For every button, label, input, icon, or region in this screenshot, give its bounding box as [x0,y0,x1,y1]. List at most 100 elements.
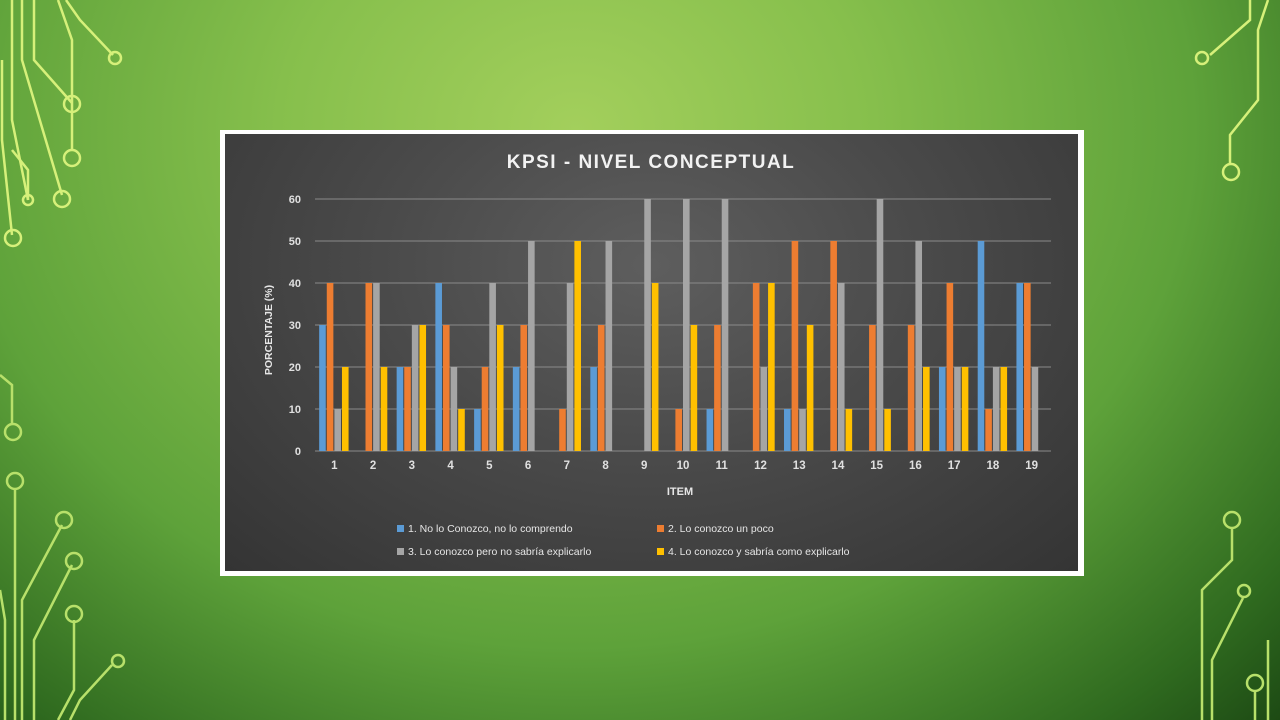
x-tick-label: 16 [909,460,922,472]
bar [1016,283,1024,451]
circuit-lines-top-left [0,0,123,248]
y-tick-label: 20 [289,362,301,374]
bar [714,325,721,451]
bar [946,283,954,451]
x-tick-label: 3 [409,460,415,472]
bar [450,367,458,451]
bar [869,325,876,451]
bars [319,199,1046,452]
bar [706,409,714,451]
bar [806,325,814,451]
bar [566,283,574,451]
x-tick-label: 4 [447,460,454,472]
bar [380,367,388,451]
legend-entry: 2. Lo conozco un poco [668,523,774,535]
bar [675,409,682,451]
legend-entry: 1. No lo Conozco, no lo comprendo [408,523,573,535]
bar [690,325,698,451]
legend: 1. No lo Conozco, no lo comprendo 2. Lo c… [397,523,850,558]
bar [419,325,427,451]
bar [954,367,961,451]
y-axis-label: PORCENTAJE (%) [263,285,275,375]
bar [721,199,729,451]
bar [1031,367,1039,451]
x-tick-label: 14 [832,460,845,472]
bar [474,409,481,451]
legend-swatch [657,548,664,555]
bar [923,367,930,451]
bar [326,283,334,451]
x-tick-label: 18 [986,460,999,472]
x-tick-label: 9 [641,460,647,472]
x-tick-label: 15 [870,460,883,472]
bar [597,325,605,451]
bar [644,199,651,451]
x-tick-label: 19 [1025,460,1038,472]
bar [559,409,566,451]
bar [907,325,915,451]
bar [830,241,837,451]
bar [590,367,597,451]
bar [845,409,853,451]
bar [373,283,380,451]
x-tick-label: 8 [602,460,609,472]
bar [938,367,946,451]
bar [489,283,496,451]
bar [837,283,845,451]
legend-swatch [397,548,404,555]
bar [334,409,341,451]
bar [605,241,613,451]
y-tick-label: 50 [289,236,301,248]
bar [404,367,411,451]
y-tick-label: 60 [289,194,301,206]
x-axis-ticks: 1 2 3 4 5 6 7 8 9 10 11 12 13 14 15 16 17 18 19 [331,460,1038,472]
bar [396,367,404,451]
bar [1024,283,1031,451]
y-tick-label: 30 [289,320,301,332]
x-tick-label: 17 [948,460,961,472]
y-tick-label: 10 [289,404,301,416]
bar [768,283,775,451]
bar [574,241,581,451]
bar [799,409,806,451]
circuit-lines-bottom-right [1200,510,1270,720]
bar [651,283,659,451]
x-tick-label: 11 [716,460,729,472]
x-axis-label: ITEM [667,486,693,498]
bar [683,199,690,451]
x-tick-label: 5 [486,460,493,472]
chart-title: KPSI - NIVEL CONCEPTUAL [507,152,796,173]
x-tick-label: 7 [564,460,570,472]
x-tick-label: 1 [331,460,338,472]
bar [496,325,504,451]
bar [481,367,489,451]
circuit-lines-bottom-left [0,374,126,720]
bar [1000,367,1008,451]
bar [458,409,465,451]
bar [520,325,528,451]
bar [528,241,535,451]
bar [319,325,326,451]
x-tick-label: 10 [677,460,690,472]
legend-swatch [397,525,404,532]
x-tick-label: 12 [754,460,767,472]
bar [992,367,1000,451]
legend-entry: 3. Lo conozco pero no sabría explicarlo [408,546,591,558]
bar [884,409,891,451]
bar [961,367,969,451]
bar [442,325,450,451]
y-axis-ticks: 0 10 20 30 40 50 60 [289,194,301,458]
bar [977,241,985,451]
bar [365,283,373,451]
legend-swatch [657,525,664,532]
y-tick-label: 0 [295,446,301,458]
bar [760,367,768,451]
bar [985,409,992,451]
bar [876,199,884,451]
bar [791,241,799,451]
bar [341,367,349,451]
